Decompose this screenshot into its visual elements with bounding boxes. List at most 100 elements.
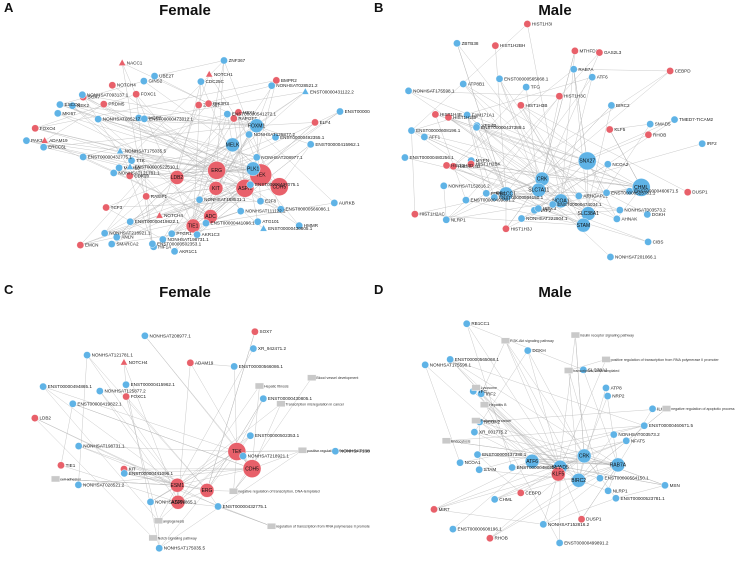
node-label: RB1CC1 [496, 191, 516, 197]
panel-b: B Male CHML SNX27 SLC38A1 NCOA1 STAM CRK SLC7A11… [370, 0, 740, 280]
node-circle-shape [491, 41, 500, 50]
network-edge [26, 140, 245, 189]
panel-title: Female [159, 2, 211, 19]
network-node: BIRC2 [607, 101, 630, 110]
network-node: cell adhesion [51, 475, 81, 483]
node-square-shape [307, 374, 317, 381]
node-circle-shape [407, 126, 416, 135]
network-node: PRDM5 [100, 100, 125, 108]
node-label: BIRC2 [616, 103, 630, 108]
node-circle-shape [595, 48, 604, 57]
node-label: PIK3R3 [213, 101, 229, 106]
network-edge [617, 408, 653, 465]
node-label: CDH5 [273, 184, 287, 190]
node-label: TEK [256, 173, 266, 179]
node-circle-shape [306, 140, 315, 149]
network-edge [615, 485, 666, 499]
node-circle-shape [602, 188, 611, 197]
network-edge [578, 387, 607, 481]
node-circle-shape [68, 101, 77, 110]
network-node: ENST00000522510.1 [126, 162, 180, 170]
network-node: Transcription misregulation in cancer [276, 400, 345, 408]
node-circle-shape [604, 487, 612, 495]
network-edge [72, 403, 253, 469]
network-edge [59, 104, 257, 126]
network-node: PI3K-Akt signaling pathway [500, 337, 554, 344]
network-node: CDK20 [125, 172, 150, 180]
node-square-shape [471, 417, 481, 424]
network-edge [435, 114, 467, 201]
network-node: NONHSAT152816.2 [440, 182, 490, 190]
network-edge [251, 385, 260, 469]
node-label: UBE2T [159, 74, 174, 79]
network-edge [573, 69, 588, 161]
node-circle-shape [579, 366, 588, 374]
node-circle-shape [534, 204, 543, 213]
network-node: ATF6 [524, 454, 540, 469]
network-node: NACC1 [118, 58, 143, 66]
network-edge [35, 128, 245, 189]
network-node: ASPN [170, 495, 186, 510]
network-edge [78, 445, 237, 452]
network-node: NOTCH4 [120, 358, 148, 366]
node-label: SOX7 [260, 329, 273, 334]
node-label: FOXM1 [248, 123, 265, 129]
node-label: NONHSAT125877.2 [104, 389, 146, 394]
network-node: Lysosome [471, 384, 497, 391]
node-circle-shape [96, 387, 104, 395]
edge-layer [404, 23, 703, 258]
node-label: ENST00000502353.1 [255, 433, 300, 438]
network-edge [104, 196, 147, 234]
network-node: NEK2 [68, 101, 89, 110]
node-circle-shape [249, 344, 258, 353]
node-label: NONHSAT028521.2 [276, 83, 318, 88]
node-label: NONHSAT168531.1 [204, 197, 246, 202]
node-label: BIRC2 [571, 478, 586, 484]
node-label: ESM1 [171, 483, 185, 489]
node-circle-shape [523, 20, 532, 28]
network-edge [82, 94, 257, 126]
node-label: ENST00000522510.1 [135, 164, 180, 169]
node-label: TCF3 [111, 205, 123, 210]
network-edge [465, 199, 584, 226]
network-node: SOX7 [251, 327, 273, 336]
node-circle-shape [516, 489, 525, 497]
network-node: HIST1H4E [431, 110, 462, 119]
network-node: ENST00000432775.1 [214, 502, 267, 511]
node-circle-shape [648, 405, 657, 413]
network-edge [476, 125, 588, 162]
network-edge [123, 468, 272, 527]
network-edge [446, 165, 649, 243]
node-circle-shape [252, 153, 261, 162]
node-circle-shape [159, 235, 167, 244]
node-circle-shape [555, 92, 564, 101]
node-label: LDB2 [171, 175, 184, 181]
network-node: ENST00000460671.5 [625, 187, 679, 196]
network-edge [558, 335, 576, 475]
node-label: ENST00000431122.2 [310, 89, 354, 94]
node-label: SLC38A1 [578, 211, 600, 217]
node-label: ENST00000460671.5 [634, 189, 679, 194]
node-label: NONHSAT175035.5 [125, 149, 167, 154]
panel-c: C Female TEK CDH5 ERG ASPN ESM1 KIT TIE1 LDB2 FOXC… [0, 282, 370, 563]
node-circle-shape [122, 392, 130, 401]
node-label: MELK [226, 142, 240, 148]
node-label: SNX27 [579, 159, 595, 165]
network-edge [532, 455, 585, 462]
network-edge [433, 461, 533, 510]
node-circle-shape [569, 65, 578, 74]
network-node: NONHSAT218921.1 [100, 229, 151, 238]
node-circle-shape [440, 182, 448, 190]
network-edge [150, 451, 237, 503]
node-circle-shape [186, 359, 195, 367]
node-circle-shape [578, 151, 597, 171]
network-edge [256, 91, 306, 126]
node-label: ENST00000419822.1 [77, 401, 122, 406]
node-layer: TEK CDH5 ERG ASPN ESM1 KIT TIE1 LDB2 FOXC1 NOTCH4… [31, 327, 370, 553]
network-edge [541, 96, 560, 180]
node-circle-shape [167, 229, 176, 238]
network-node: RB1CC1 [462, 319, 490, 328]
node-circle-shape [498, 186, 514, 202]
node-triangle-shape [155, 211, 164, 219]
node-circle-shape [576, 217, 591, 233]
